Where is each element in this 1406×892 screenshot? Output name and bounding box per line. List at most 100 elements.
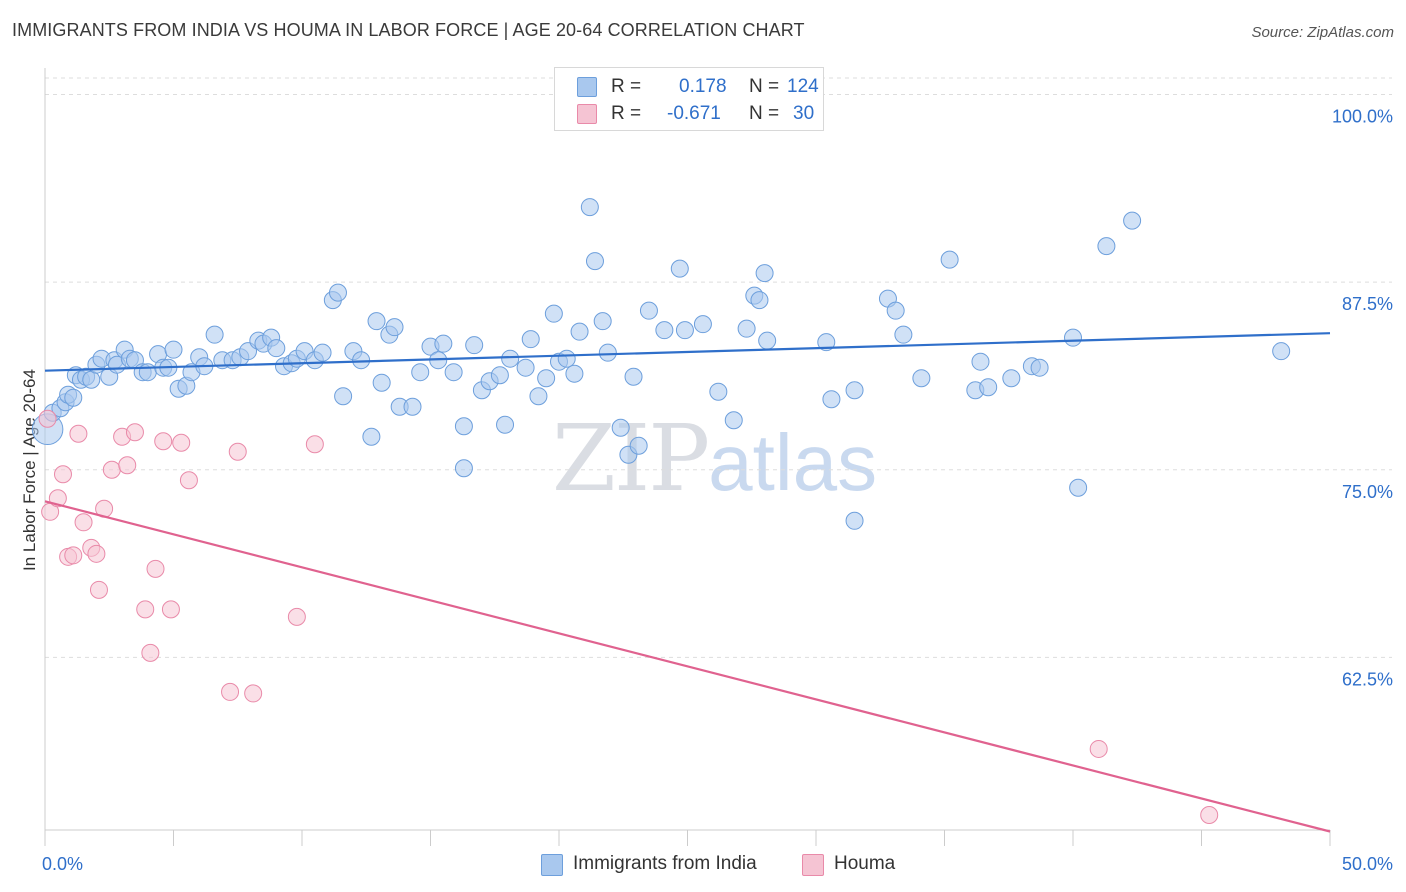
axes — [44, 68, 1331, 846]
india-point — [670, 259, 689, 278]
india-point — [328, 283, 347, 302]
legend-label-india: Immigrants from India — [573, 853, 757, 874]
r-label: R = — [611, 103, 642, 124]
india-point — [755, 264, 774, 283]
houma-point — [287, 607, 306, 626]
n-value: 30 — [793, 103, 815, 124]
n-label: N = — [749, 76, 780, 97]
tick-labels: 100.0% 87.5% 75.0% 62.5% 0.0% 50.0% — [42, 107, 1393, 874]
legend-swatch-india — [541, 854, 563, 876]
india-point — [454, 417, 473, 436]
india-point — [490, 366, 509, 385]
india-point — [434, 334, 453, 353]
r-value: 0.178 — [679, 76, 727, 97]
houma-point — [244, 684, 263, 703]
india-point — [737, 319, 756, 338]
houma-point — [1089, 739, 1108, 758]
india-point — [817, 333, 836, 352]
india-point — [164, 340, 183, 359]
chart-title: IMMIGRANTS FROM INDIA VS HOUMA IN LABOR … — [12, 20, 805, 40]
houma-point — [89, 580, 108, 599]
india-point — [845, 511, 864, 530]
n-value: 124 — [787, 76, 819, 97]
india-point — [598, 343, 617, 362]
y-tick-label: 87.5% — [1342, 294, 1393, 314]
india-point — [822, 390, 841, 409]
houma-trend-line — [44, 500, 1331, 833]
india-point — [912, 369, 931, 388]
houma-point — [305, 435, 324, 454]
india-point — [267, 339, 286, 358]
legend-swatch-houma — [577, 104, 597, 124]
india-point — [1123, 211, 1142, 230]
india-point — [521, 330, 540, 349]
houma-point — [64, 546, 83, 565]
india-point — [465, 336, 484, 355]
legend-swatch-india — [577, 77, 597, 97]
india-trend-line — [44, 332, 1331, 372]
trend-lines — [44, 332, 1331, 833]
houma-point — [69, 424, 88, 443]
india-point — [313, 343, 332, 362]
india-point — [940, 250, 959, 269]
india-point — [1064, 328, 1082, 347]
y-tick-label: 100.0% — [1332, 107, 1393, 127]
r-value: -0.671 — [667, 103, 721, 124]
india-point — [675, 321, 694, 340]
houma-point — [161, 600, 180, 619]
india-point — [516, 358, 535, 377]
india-point — [138, 363, 157, 382]
india-point — [629, 436, 648, 455]
houma-point — [87, 544, 106, 563]
houma-point — [136, 600, 155, 619]
india-point — [501, 349, 520, 368]
india-point — [1097, 237, 1116, 256]
india-point — [570, 322, 589, 341]
india-point — [565, 364, 584, 383]
houma-point — [125, 423, 144, 442]
y-tick-label: 75.0% — [1342, 482, 1393, 502]
india-point — [894, 325, 913, 344]
india-point — [82, 370, 101, 389]
india-point — [411, 363, 430, 382]
india-point — [372, 373, 391, 392]
houma-point — [179, 471, 198, 490]
n-label: N = — [749, 103, 780, 124]
india-point — [544, 304, 563, 323]
india-point — [496, 415, 515, 434]
india-point — [655, 321, 674, 340]
india-point — [1030, 358, 1049, 377]
india-point — [1069, 478, 1088, 497]
y-tick-label: 62.5% — [1342, 669, 1393, 689]
legend-swatch-houma — [802, 854, 824, 876]
india-point — [1002, 369, 1021, 388]
india-point — [444, 363, 463, 382]
correlation-legend: R = 0.178 N = 124 R = -0.671 N = 30 — [554, 67, 824, 131]
india-point — [385, 318, 404, 337]
houma-point — [74, 513, 93, 532]
india-point — [611, 418, 630, 437]
india-point — [403, 397, 422, 416]
india-point — [624, 367, 643, 386]
india-point — [352, 351, 371, 370]
legend-label-houma: Houma — [834, 853, 896, 874]
houma-point — [228, 442, 247, 461]
india-point — [537, 369, 556, 388]
india-point — [845, 381, 864, 400]
india-point — [362, 427, 381, 446]
houma-point — [141, 643, 160, 662]
r-label: R = — [611, 76, 642, 97]
india-point — [1272, 342, 1291, 361]
houma-point — [102, 460, 121, 479]
houma-point — [1200, 805, 1219, 824]
houma-point — [154, 432, 173, 451]
data-points — [31, 198, 1291, 824]
india-point — [593, 312, 612, 331]
india-point — [205, 325, 224, 344]
watermark-atlas: atlas — [708, 418, 878, 507]
x-tick-label: 0.0% — [42, 854, 83, 874]
houma-point — [146, 559, 165, 578]
india-point — [367, 312, 386, 331]
india-point — [886, 301, 905, 320]
india-point — [709, 382, 728, 401]
